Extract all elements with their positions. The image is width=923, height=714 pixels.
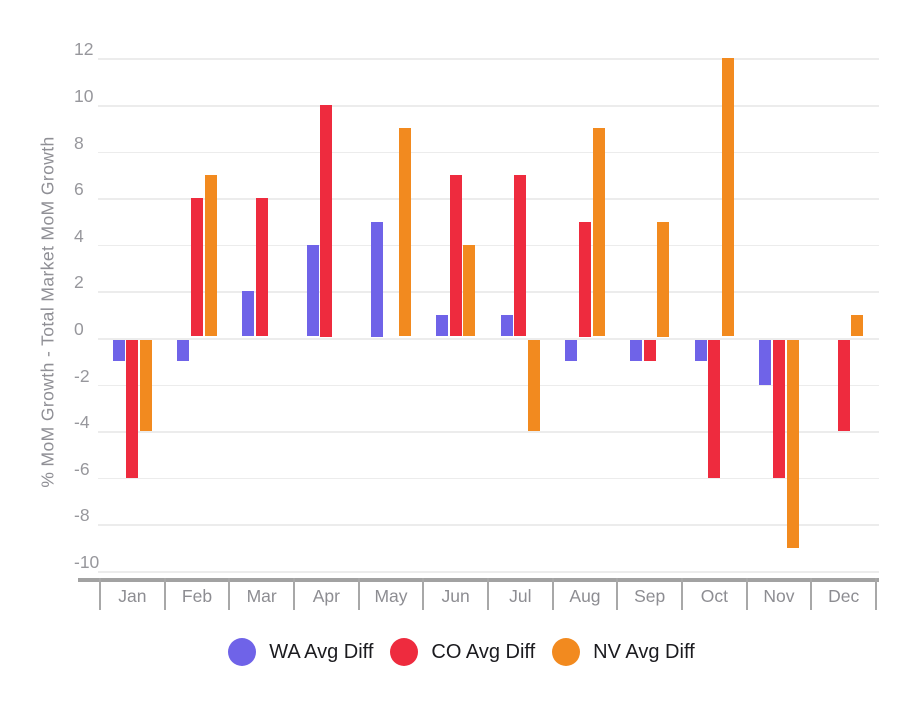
gridline xyxy=(98,198,879,200)
axis-tick xyxy=(810,578,813,610)
bar-co-feb[interactable] xyxy=(191,198,203,337)
bar-nv-jun[interactable] xyxy=(463,244,476,337)
x-tick-label: Feb xyxy=(181,585,213,606)
y-tick-label: -10 xyxy=(74,552,100,572)
legend-label: WA Avg Diff xyxy=(269,640,374,663)
bar-nv-may[interactable] xyxy=(398,128,411,337)
y-tick-label: 6 xyxy=(74,179,84,200)
bar-wa-jan[interactable] xyxy=(112,339,125,362)
legend-item-co[interactable]: CO Avg Diff xyxy=(390,638,535,666)
gridline xyxy=(98,524,879,526)
x-tick-label: Mar xyxy=(246,585,277,606)
axis-tick xyxy=(357,578,360,610)
bar-nv-dec[interactable] xyxy=(851,314,864,337)
gridline xyxy=(98,244,879,247)
gridline xyxy=(98,384,879,387)
axis-tick xyxy=(551,578,554,610)
bar-wa-may[interactable] xyxy=(371,221,384,337)
y-tick-label: -4 xyxy=(74,412,90,433)
bar-wa-nov[interactable] xyxy=(759,339,772,385)
bar-nv-feb[interactable] xyxy=(204,174,217,337)
bar-co-mar[interactable] xyxy=(255,198,268,337)
bar-wa-apr[interactable] xyxy=(306,244,319,337)
legend-swatch-icon xyxy=(552,638,581,666)
bar-nv-aug[interactable] xyxy=(592,128,605,337)
bar-nv-jan[interactable] xyxy=(139,339,152,432)
bar-co-dec[interactable] xyxy=(837,339,850,432)
bar-co-aug[interactable] xyxy=(579,221,591,337)
bar-wa-feb[interactable] xyxy=(177,339,190,362)
bar-co-jan[interactable] xyxy=(126,339,139,478)
axis-tick xyxy=(616,578,619,610)
bar-wa-mar[interactable] xyxy=(242,291,255,337)
y-tick-label: -8 xyxy=(74,505,90,526)
x-tick-label: Aug xyxy=(569,585,601,606)
gridline xyxy=(98,431,879,433)
axis-tick xyxy=(228,578,231,610)
axis-tick xyxy=(875,578,877,610)
x-axis-line xyxy=(78,578,879,582)
bar-co-apr[interactable] xyxy=(320,105,333,337)
bar-nv-oct[interactable] xyxy=(721,58,734,337)
y-tick-label: -6 xyxy=(74,458,90,479)
axis-tick xyxy=(163,578,166,610)
bar-co-oct[interactable] xyxy=(708,339,721,478)
gridline xyxy=(98,571,879,573)
y-tick-label: 10 xyxy=(74,86,94,106)
y-tick-label: 8 xyxy=(74,132,84,153)
x-tick-label: Jan xyxy=(118,585,147,606)
bar-wa-jun[interactable] xyxy=(436,314,449,337)
axis-tick xyxy=(745,578,748,610)
gridline xyxy=(98,477,879,480)
legend-swatch-icon xyxy=(390,638,419,666)
y-tick-label: -2 xyxy=(74,365,90,386)
bar-wa-jul[interactable] xyxy=(500,314,513,337)
axis-tick xyxy=(422,578,425,610)
bar-wa-aug[interactable] xyxy=(565,339,578,362)
gridline xyxy=(98,105,879,107)
bar-co-jul[interactable] xyxy=(514,174,527,337)
axis-tick xyxy=(487,578,489,610)
gridline xyxy=(98,151,879,154)
bar-nv-sep[interactable] xyxy=(657,221,670,337)
legend-item-nv[interactable]: NV Avg Diff xyxy=(552,638,695,666)
axis-tick xyxy=(293,578,295,610)
legend-item-wa[interactable]: WA Avg Diff xyxy=(228,638,373,666)
x-tick-label: Jul xyxy=(509,585,532,606)
x-tick-label: Dec xyxy=(828,585,860,606)
bar-nv-nov[interactable] xyxy=(786,339,799,548)
axis-tick xyxy=(681,578,683,610)
gridline xyxy=(98,291,879,293)
bar-wa-oct[interactable] xyxy=(694,339,707,362)
bar-co-jun[interactable] xyxy=(449,174,462,337)
x-tick-label: Jun xyxy=(441,585,470,606)
gridline xyxy=(98,58,879,60)
bar-wa-sep[interactable] xyxy=(630,339,643,362)
x-tick-label: Nov xyxy=(763,585,795,606)
bar-co-sep[interactable] xyxy=(643,339,656,362)
bar-co-nov[interactable] xyxy=(773,339,785,478)
y-tick-label: 12 xyxy=(74,39,94,60)
y-tick-label: 2 xyxy=(74,272,84,293)
legend-swatch-icon xyxy=(228,638,257,666)
y-tick-label: 0 xyxy=(74,319,84,339)
legend-label: NV Avg Diff xyxy=(593,640,695,663)
x-tick-label: Sep xyxy=(634,585,666,606)
legend-label: CO Avg Diff xyxy=(431,640,536,663)
x-tick-label: Apr xyxy=(312,585,340,606)
axis-tick xyxy=(99,578,101,610)
y-tick-label: 4 xyxy=(74,225,84,246)
bar-nv-jul[interactable] xyxy=(527,339,540,432)
x-tick-label: May xyxy=(374,585,408,606)
legend: WA Avg Diff CO Avg Diff NV Avg Diff xyxy=(0,631,923,673)
gridline xyxy=(98,338,879,340)
y-axis-title: % MoM Growth - Total Market MoM Growth xyxy=(37,136,58,488)
x-tick-label: Oct xyxy=(700,585,728,606)
